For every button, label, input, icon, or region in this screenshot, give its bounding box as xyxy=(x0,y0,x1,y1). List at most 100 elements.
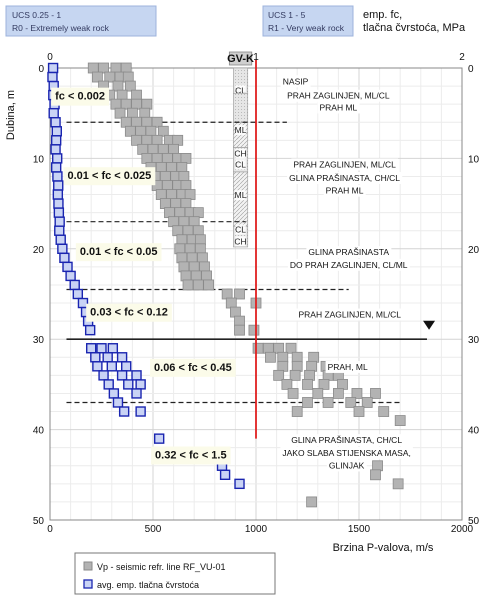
y2-tick-label: 30 xyxy=(468,335,480,346)
data-point-vp xyxy=(291,351,303,363)
data-point-fc xyxy=(48,107,59,119)
soil-annotation: PRAH ML xyxy=(326,186,364,196)
y-tick-label: 30 xyxy=(33,335,45,346)
data-point-fc xyxy=(234,478,245,490)
data-point-vp xyxy=(172,134,184,146)
soil-annotation: PRAH ZAGLINJEN, ML/CL xyxy=(293,159,396,169)
ucs-box-r0-line1: UCS 0.25 - 1 xyxy=(12,10,61,20)
fc-range-label-bg xyxy=(150,358,236,377)
data-point-vp xyxy=(277,351,289,363)
soil-annotation-bg xyxy=(285,89,392,102)
soil-annotations: NASIP PRAH ZAGLINJEN, ML/CL PRAH ML PRAH ZA… xyxy=(280,75,413,472)
data-point-fc xyxy=(50,144,61,155)
data-point-vp xyxy=(188,216,200,228)
data-point-vp xyxy=(291,406,303,417)
data-point-vp xyxy=(306,496,318,508)
data-point-vp xyxy=(104,71,116,83)
data-point-vp xyxy=(332,388,344,399)
data-point-vp xyxy=(252,342,264,354)
data-point-vp xyxy=(199,261,210,273)
data-point-fc xyxy=(55,234,66,245)
data-point-fc xyxy=(62,261,73,273)
data-point-vp xyxy=(248,324,260,336)
data-point-fc xyxy=(131,370,142,381)
data-point-vp xyxy=(91,71,103,83)
data-point-vp xyxy=(139,107,151,119)
data-point-vp xyxy=(168,143,180,155)
data-point-vp xyxy=(194,243,206,255)
data-point-vp xyxy=(201,270,212,282)
data-point-vp xyxy=(273,369,285,381)
data-point-vp xyxy=(157,143,169,155)
fc-range-label-bg xyxy=(86,303,172,322)
data-point-vp xyxy=(273,342,285,354)
data-point-vp xyxy=(180,198,192,210)
legend: Vp - seismic refr. line RF_VU-01 avg. em… xyxy=(74,552,276,595)
ucs-box-r1-line2: R1 - Very weak rock xyxy=(268,23,345,33)
data-point-vp xyxy=(112,80,124,92)
data-point-fc xyxy=(53,207,65,218)
data-point-vp xyxy=(151,134,163,146)
data-point-fc xyxy=(92,361,103,372)
data-point-vp xyxy=(186,252,198,264)
data-point-vp xyxy=(168,216,180,228)
data-point-vp xyxy=(176,162,188,173)
data-point-vp xyxy=(262,342,274,354)
data-point-fc xyxy=(123,379,134,390)
soil-layer-label-bg xyxy=(235,85,246,96)
top-axis-title-line2: tlačna čvrstoća, MPa xyxy=(363,22,466,34)
x-tick-label: 1000 xyxy=(245,524,268,535)
data-point-vp xyxy=(176,252,188,264)
data-point-vp xyxy=(131,98,142,110)
data-point-vp xyxy=(291,360,303,372)
data-point-vp xyxy=(180,270,192,282)
data-point-vp xyxy=(174,207,186,219)
soil-layer-label-bg xyxy=(235,224,246,235)
soil-annotation: PRAH ZAGLINJEN, ML/CL xyxy=(298,310,401,320)
data-point-vp xyxy=(137,143,149,155)
soil-layer-label-bg xyxy=(235,190,246,201)
data-point-vp xyxy=(234,288,245,300)
data-point-vp xyxy=(192,279,204,291)
data-point-vp xyxy=(192,207,204,219)
soil-annotation: DO PRAH ZAGLINJEN, CL/ML xyxy=(290,260,408,270)
data-point-vp xyxy=(289,369,301,381)
data-point-vp xyxy=(318,378,330,390)
data-point-vp xyxy=(147,143,159,155)
data-point-vp xyxy=(166,162,177,173)
data-point-vp xyxy=(124,80,136,92)
data-point-vp xyxy=(194,234,206,246)
soil-annotation: PRAH ML xyxy=(320,102,358,112)
fc-range-label: 0.01 < fc < 0.05 xyxy=(80,246,158,258)
data-point-fc xyxy=(53,198,64,209)
data-point-vp xyxy=(162,180,173,191)
data-point-fc xyxy=(219,469,231,480)
data-point-vp xyxy=(234,324,245,336)
soil-annotation: GLINA PRAŠINASTA, CH/CL xyxy=(291,435,402,445)
data-point-fc xyxy=(90,352,101,363)
data-point-vp xyxy=(172,225,184,237)
data-point-vp xyxy=(182,279,194,291)
soil-layer-label-bg xyxy=(235,236,246,247)
soil-layer-label: CL xyxy=(235,225,246,235)
legend-marker-vp xyxy=(83,561,93,571)
data-point-vp xyxy=(155,162,167,173)
fc-range-label-bg xyxy=(151,446,231,465)
data-point-fc xyxy=(50,162,62,173)
data-point-vp xyxy=(229,306,241,318)
fc-range-label: 0.03 < fc < 0.12 xyxy=(90,307,168,319)
data-point-vp xyxy=(234,315,245,327)
data-point-fc xyxy=(65,270,76,282)
data-point-vp xyxy=(178,216,190,228)
data-point-fc xyxy=(72,288,84,300)
y2-tick-label: 0 xyxy=(468,64,474,75)
data-point-vp xyxy=(157,125,169,137)
soil-layer-label: CL xyxy=(235,85,246,95)
data-point-fc xyxy=(59,252,70,264)
x-tick-label: 1500 xyxy=(348,524,371,535)
data-point-vp xyxy=(170,198,182,210)
soil-annotation: NASIP xyxy=(283,76,309,86)
data-point-fc xyxy=(116,352,128,363)
ucs-box-r1: UCS 1 - 5 R1 - Very weak rock xyxy=(262,5,354,37)
data-point-fc xyxy=(153,433,165,444)
